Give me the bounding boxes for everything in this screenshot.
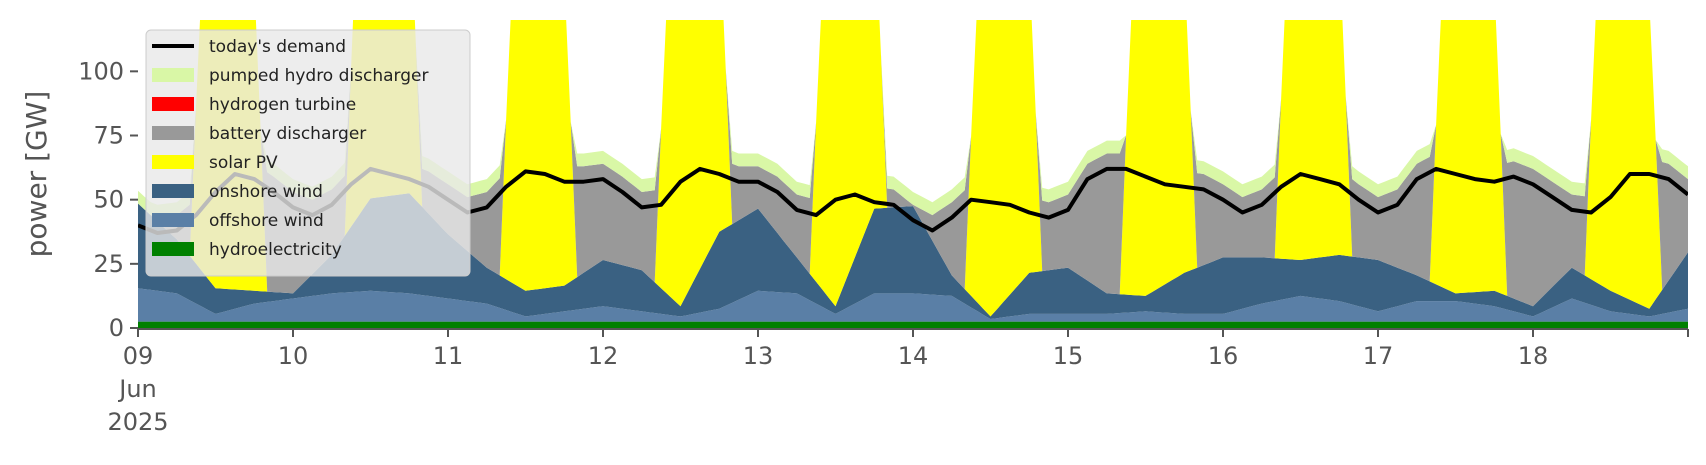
legend: today's demand pumped hydro discharger hyd… xyxy=(145,29,471,277)
x-tick-label: Jun xyxy=(117,375,157,403)
legend-swatch xyxy=(152,97,194,111)
legend-swatch xyxy=(152,68,194,82)
legend-label: hydrogen turbine xyxy=(209,95,356,115)
x-tick-label: 14 xyxy=(898,342,929,370)
area-offshore-wind xyxy=(138,288,1688,322)
y-tick-label: 0 xyxy=(109,314,124,342)
legend-label: onshore wind xyxy=(209,182,323,202)
x-tick-label: 13 xyxy=(743,342,774,370)
x-tick-label: 17 xyxy=(1363,342,1394,370)
legend-swatch xyxy=(152,242,194,256)
x-tick-label: 11 xyxy=(433,342,464,370)
legend-swatch xyxy=(152,184,194,198)
area-battery-discharger xyxy=(138,20,1688,307)
area-solar-pv xyxy=(138,20,1688,317)
y-axis-label: power [GW] xyxy=(20,91,53,258)
legend-label: pumped hydro discharger xyxy=(209,66,428,86)
legend-swatch xyxy=(152,126,194,140)
legend-swatch xyxy=(152,155,194,169)
y-tick-label: 50 xyxy=(93,186,124,214)
area-layer xyxy=(138,20,1688,328)
legend-label: solar PV xyxy=(209,153,278,173)
x-tick-label: 12 xyxy=(588,342,619,370)
x-tick-label: 18 xyxy=(1518,342,1549,370)
legend-box xyxy=(145,29,471,277)
y-tick-label: 100 xyxy=(78,57,124,85)
legend-swatch xyxy=(152,213,194,227)
axes-layer: 0 25 50 75 100 09 Jun 2025 10 11 12 13 14 15 16 17 18 xyxy=(78,57,1689,436)
x-tick-label: 16 xyxy=(1208,342,1239,370)
legend-label: battery discharger xyxy=(209,124,366,144)
x-tick-label: 2025 xyxy=(107,408,168,436)
area-onshore-wind xyxy=(138,193,1688,319)
y-tick-label: 25 xyxy=(93,250,124,278)
legend-label: hydroelectricity xyxy=(209,240,342,260)
y-tick-label: 75 xyxy=(93,122,124,150)
area-hydroelectricity xyxy=(138,321,1688,328)
x-tick-label: 10 xyxy=(278,342,309,370)
x-tick-label: 15 xyxy=(1053,342,1084,370)
legend-label: offshore wind xyxy=(209,211,324,231)
x-tick-label: 09 xyxy=(123,342,154,370)
legend-label: today's demand xyxy=(209,37,346,57)
